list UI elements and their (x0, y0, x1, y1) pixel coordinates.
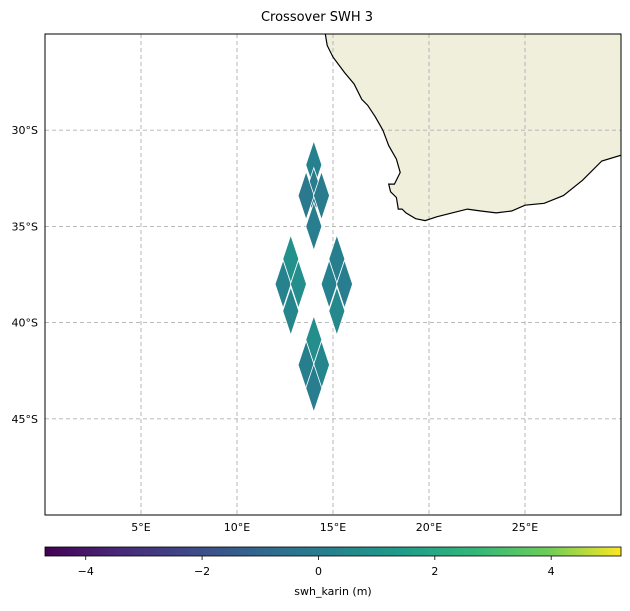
chart-title: Crossover SWH 3 (261, 10, 373, 25)
colorbar-tick-label: 0 (315, 565, 322, 578)
data-point (305, 362, 323, 414)
x-tick-label: 10°E (224, 521, 250, 534)
data-points (274, 139, 353, 414)
colorbar-tick-label: 4 (548, 565, 555, 578)
data-point (297, 170, 315, 221)
colorbar-ticks: −4 −2 0 2 4 (78, 556, 555, 578)
data-point (282, 285, 300, 337)
x-tick-label: 20°E (416, 521, 442, 534)
data-point (305, 201, 323, 252)
y-tick-label: 30°S (12, 124, 38, 137)
data-point (290, 258, 307, 310)
data-point (336, 258, 353, 310)
colorbar: −4 −2 0 2 4 swh_karin (m) (44, 546, 622, 598)
colorbar-gradient (44, 546, 622, 557)
y-tick-label: 45°S (12, 413, 38, 426)
gridlines (45, 34, 621, 515)
y-tick-labels: 30°S 35°S 40°S 45°S (12, 124, 38, 426)
data-point (274, 258, 292, 310)
x-tick-label: 25°E (512, 521, 538, 534)
colorbar-tick-label: −2 (194, 565, 210, 578)
data-point (313, 170, 330, 221)
colorbar-label: swh_karin (m) (294, 585, 371, 598)
x-tick-labels: 5°E 10°E 15°E 20°E 25°E (131, 521, 538, 534)
map-frame (44, 33, 622, 516)
x-tick-label: 5°E (131, 521, 150, 534)
land-mass (325, 34, 621, 221)
y-tick-label: 35°S (12, 220, 38, 233)
colorbar-tick-label: −4 (78, 565, 94, 578)
data-point (320, 258, 338, 310)
x-tick-label: 15°E (320, 521, 346, 534)
colorbar-tick-label: 2 (431, 565, 438, 578)
coastline (324, 34, 621, 222)
y-tick-label: 40°S (12, 317, 38, 330)
data-point (328, 285, 346, 337)
map-area (45, 34, 621, 515)
